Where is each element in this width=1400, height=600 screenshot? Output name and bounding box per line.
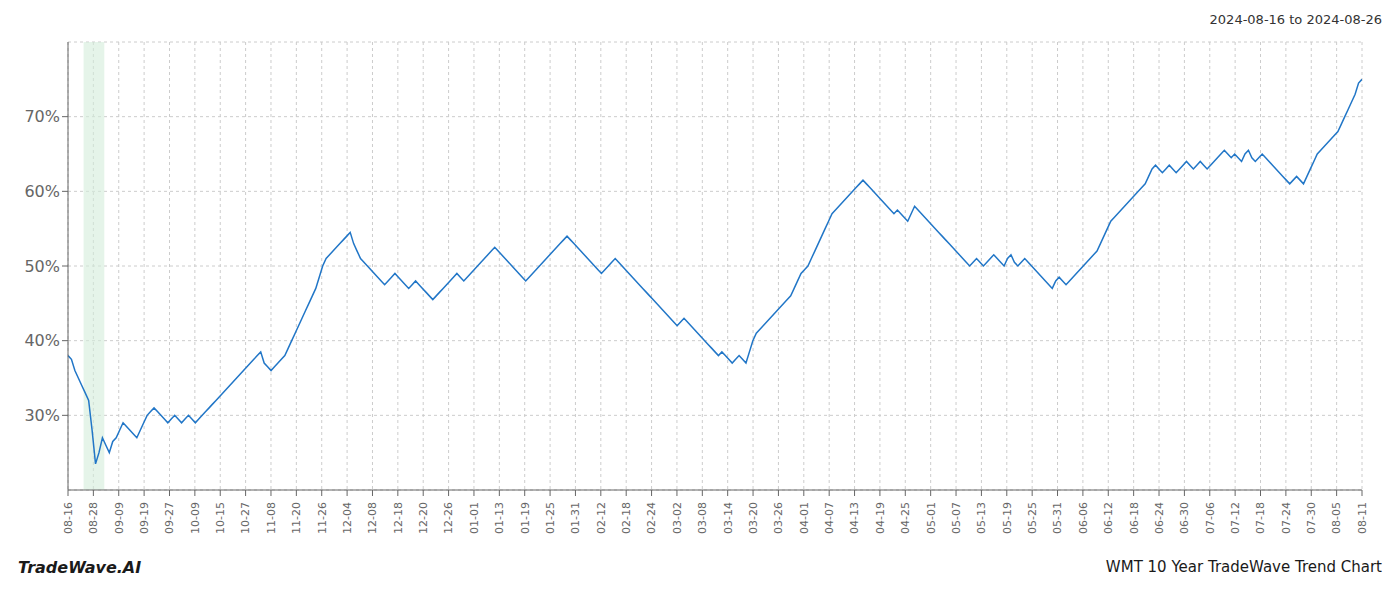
svg-text:06-12: 06-12	[1102, 502, 1115, 534]
svg-text:12-20: 12-20	[417, 502, 430, 534]
svg-text:12-04: 12-04	[341, 502, 354, 534]
svg-text:11-26: 11-26	[316, 502, 329, 534]
svg-text:10-09: 10-09	[189, 502, 202, 534]
svg-text:05-13: 05-13	[975, 502, 988, 534]
svg-text:50%: 50%	[24, 257, 60, 276]
svg-text:07-06: 07-06	[1204, 502, 1217, 534]
svg-text:10-27: 10-27	[239, 502, 252, 534]
html-text:WMT 10 Year TradeWave Trend Ch: WMT 10 Year TradeWave Trend Chart	[1105, 558, 1382, 576]
svg-text:08-05: 08-05	[1330, 502, 1343, 534]
svg-text:04-25: 04-25	[899, 502, 912, 534]
svg-text:12-18: 12-18	[392, 502, 405, 534]
svg-text:09-09: 09-09	[113, 502, 126, 534]
svg-text:04-13: 04-13	[848, 502, 861, 534]
svg-text:08-28: 08-28	[87, 502, 100, 534]
svg-text:01-25: 01-25	[544, 502, 557, 534]
svg-text:05-07: 05-07	[950, 502, 963, 534]
svg-text:07-24: 07-24	[1280, 502, 1293, 534]
svg-text:01-19: 01-19	[519, 502, 532, 534]
svg-text:06-30: 06-30	[1178, 502, 1191, 534]
svg-text:06-18: 06-18	[1127, 502, 1140, 534]
svg-text:03-14: 03-14	[722, 502, 735, 534]
svg-text:06-24: 06-24	[1153, 502, 1166, 534]
svg-text:04-07: 04-07	[823, 502, 836, 534]
svg-text:02-12: 02-12	[595, 502, 608, 534]
svg-text:05-31: 05-31	[1051, 502, 1064, 534]
svg-text:02-24: 02-24	[645, 502, 658, 534]
svg-text:03-26: 03-26	[772, 502, 785, 534]
html-text:2024-08-16 to 2024-08-26: 2024-08-16 to 2024-08-26	[1209, 12, 1382, 27]
svg-text:40%: 40%	[24, 331, 60, 350]
svg-text:12-08: 12-08	[366, 502, 379, 534]
svg-text:06-06: 06-06	[1077, 502, 1090, 534]
svg-text:04-01: 04-01	[798, 502, 811, 534]
svg-text:07-30: 07-30	[1305, 502, 1318, 534]
html-text:TradeWave.AI: TradeWave.AI	[18, 557, 142, 577]
svg-text:05-01: 05-01	[925, 502, 938, 534]
svg-text:08-16: 08-16	[62, 502, 75, 534]
svg-text:60%: 60%	[24, 182, 60, 201]
svg-text:09-27: 09-27	[163, 502, 176, 534]
svg-text:03-02: 03-02	[671, 502, 684, 534]
svg-text:01-31: 01-31	[569, 502, 582, 534]
svg-text:11-08: 11-08	[265, 502, 278, 534]
svg-text:03-20: 03-20	[747, 502, 760, 534]
svg-text:10-15: 10-15	[214, 502, 227, 534]
svg-text:11-20: 11-20	[290, 502, 303, 534]
svg-text:07-12: 07-12	[1229, 502, 1242, 534]
svg-text:09-19: 09-19	[138, 502, 151, 534]
svg-text:01-13: 01-13	[493, 502, 506, 534]
svg-text:05-19: 05-19	[1001, 502, 1014, 534]
svg-text:08-11: 08-11	[1356, 502, 1369, 534]
svg-text:05-25: 05-25	[1026, 502, 1039, 534]
svg-text:07-18: 07-18	[1254, 502, 1267, 534]
svg-text:04-19: 04-19	[874, 502, 887, 534]
svg-text:12-26: 12-26	[442, 502, 455, 534]
svg-text:30%: 30%	[24, 406, 60, 425]
svg-text:70%: 70%	[24, 107, 60, 126]
svg-text:01-01: 01-01	[468, 502, 481, 534]
svg-text:03-08: 03-08	[696, 502, 709, 534]
svg-text:02-18: 02-18	[620, 502, 633, 534]
